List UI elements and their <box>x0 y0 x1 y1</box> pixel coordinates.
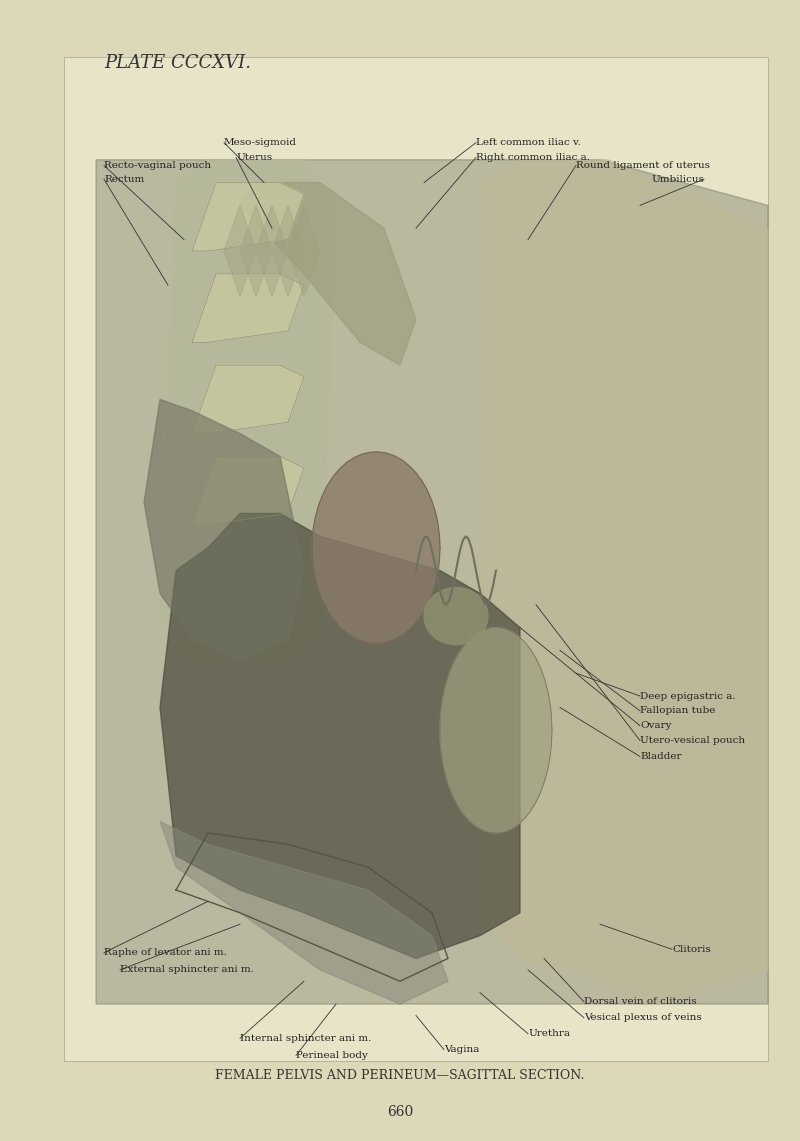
Polygon shape <box>312 452 440 644</box>
Text: Uterus: Uterus <box>236 153 272 162</box>
Polygon shape <box>160 822 448 1004</box>
Polygon shape <box>192 183 304 251</box>
Polygon shape <box>160 513 520 958</box>
Text: Internal sphincter ani m.: Internal sphincter ani m. <box>240 1034 371 1043</box>
Polygon shape <box>272 205 304 297</box>
Text: Bladder: Bladder <box>640 752 682 761</box>
Text: Fallopian tube: Fallopian tube <box>640 706 715 715</box>
Polygon shape <box>424 588 488 645</box>
Text: Utero-vesical pouch: Utero-vesical pouch <box>640 736 745 745</box>
Text: Urethra: Urethra <box>528 1029 570 1038</box>
Text: Left common iliac v.: Left common iliac v. <box>476 138 581 147</box>
Polygon shape <box>240 205 272 297</box>
Polygon shape <box>256 205 288 297</box>
Text: Umbilicus: Umbilicus <box>651 175 704 184</box>
Text: Right common iliac a.: Right common iliac a. <box>476 153 590 162</box>
Text: 660: 660 <box>387 1106 413 1119</box>
Polygon shape <box>96 160 768 1004</box>
Polygon shape <box>480 160 768 1004</box>
Bar <box>64 57 768 1061</box>
Polygon shape <box>96 160 768 1004</box>
Polygon shape <box>96 160 768 1004</box>
Polygon shape <box>192 456 304 525</box>
Polygon shape <box>224 205 256 297</box>
Polygon shape <box>240 183 416 365</box>
Text: FEMALE PELVIS AND PERINEUM—SAGITTAL SECTION.: FEMALE PELVIS AND PERINEUM—SAGITTAL SECT… <box>215 1069 585 1083</box>
Text: Meso-sigmoid: Meso-sigmoid <box>224 138 297 147</box>
Text: Deep epigastric a.: Deep epigastric a. <box>640 691 736 701</box>
Text: Clitoris: Clitoris <box>672 945 710 954</box>
Text: Round ligament of uterus: Round ligament of uterus <box>576 161 710 170</box>
Text: Ovary: Ovary <box>640 721 671 730</box>
Polygon shape <box>288 205 320 297</box>
Polygon shape <box>440 628 552 833</box>
Text: Vagina: Vagina <box>444 1045 479 1054</box>
Polygon shape <box>192 365 304 434</box>
Text: PLATE CCCXVI.: PLATE CCCXVI. <box>104 54 251 72</box>
Text: Perineal body: Perineal body <box>296 1051 368 1060</box>
Text: External sphincter ani m.: External sphincter ani m. <box>120 965 254 974</box>
Text: Recto-vaginal pouch: Recto-vaginal pouch <box>104 161 211 170</box>
Polygon shape <box>160 160 336 662</box>
Polygon shape <box>192 274 304 342</box>
Polygon shape <box>144 399 304 662</box>
Text: Vesical plexus of veins: Vesical plexus of veins <box>584 1013 702 1022</box>
Text: Dorsal vein of clitoris: Dorsal vein of clitoris <box>584 997 697 1006</box>
Text: Rectum: Rectum <box>104 175 144 184</box>
Text: Raphe of levator ani m.: Raphe of levator ani m. <box>104 948 227 957</box>
